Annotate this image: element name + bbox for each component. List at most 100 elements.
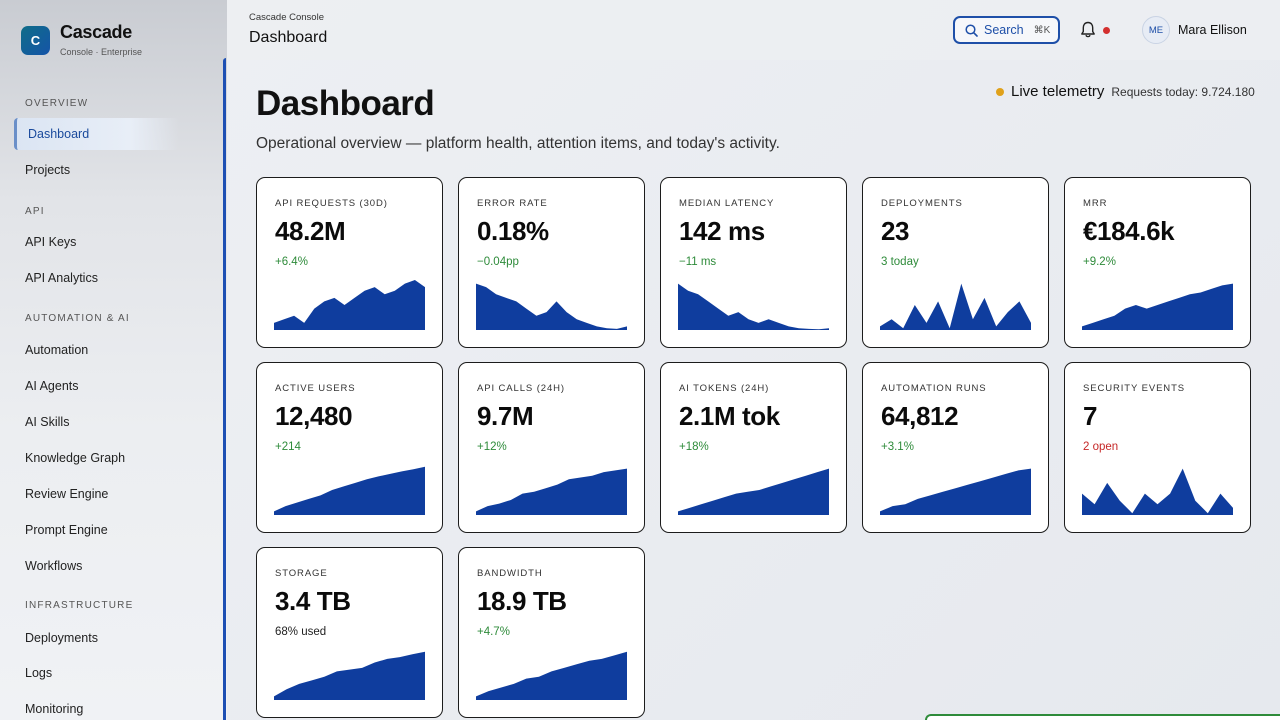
metric-label: MRR	[1083, 198, 1108, 209]
metric-value: 3.4 TB	[275, 586, 351, 616]
sparkline-area	[1082, 468, 1233, 515]
metric-delta: +4.7%	[477, 626, 510, 638]
metric-card[interactable]: AI TOKENS (24H) 2.1M tok +18%	[660, 362, 847, 533]
sparkline-area	[274, 466, 425, 515]
sidebar-item-ai-agents[interactable]: AI Agents	[25, 379, 79, 393]
sidebar-item-dashboard[interactable]: Dashboard	[14, 118, 179, 150]
metric-card[interactable]: API CALLS (24H) 9.7M +12%	[458, 362, 645, 533]
sparkline-chart	[274, 466, 425, 515]
metric-value: 142 ms	[679, 216, 765, 246]
sparkline-area	[476, 651, 627, 700]
breadcrumb[interactable]: Cascade Console	[249, 12, 324, 23]
search-label: Search	[984, 23, 1024, 37]
requests-today: Requests today: 9.724.180	[1111, 84, 1255, 99]
nav-section-overview: OVERVIEW	[25, 98, 89, 109]
bell-icon[interactable]	[1080, 21, 1096, 39]
sparkline-area	[880, 468, 1031, 515]
nav-section-api: API	[25, 206, 45, 217]
sidebar-item-api-analytics[interactable]: API Analytics	[25, 271, 98, 285]
sparkline-area	[476, 283, 627, 330]
sparkline-chart	[678, 468, 829, 515]
nav-section-automation-ai: AUTOMATION & AI	[25, 313, 130, 324]
sidebar-item-monitoring[interactable]: Monitoring	[25, 702, 84, 716]
metric-value: 7	[1083, 401, 1098, 431]
metric-value: 23	[881, 216, 910, 246]
metric-label: API CALLS (24H)	[477, 383, 565, 394]
topbar: Cascade Console Dashboard Search ⌘K ME M…	[227, 0, 1280, 60]
metric-label: ACTIVE USERS	[275, 383, 356, 394]
live-telemetry-label: Live telemetry	[1011, 83, 1105, 100]
metric-label: AUTOMATION RUNS	[881, 383, 987, 394]
metric-delta: +18%	[679, 441, 709, 453]
metric-value: 12,480	[275, 401, 353, 431]
sparkline-chart	[476, 651, 627, 700]
metric-card[interactable]: MRR €184.6k +9.2%	[1064, 177, 1251, 348]
metric-delta: −11 ms	[679, 256, 717, 268]
sparkline-area	[880, 283, 1031, 330]
sidebar-item-automation[interactable]: Automation	[25, 343, 89, 357]
metric-card[interactable]: API REQUESTS (30D) 48.2M +6.4%	[256, 177, 443, 348]
metric-value: 9.7M	[477, 401, 534, 431]
sidebar-item-logs[interactable]: Logs	[25, 666, 53, 680]
sidebar-item-workflows[interactable]: Workflows	[25, 559, 83, 573]
sidebar-item-api-keys[interactable]: API Keys	[25, 235, 77, 249]
user-name[interactable]: Mara Ellison	[1178, 23, 1247, 37]
metric-delta: −0.04pp	[477, 256, 519, 268]
sidebar-item-review-engine[interactable]: Review Engine	[25, 487, 109, 501]
metric-delta: +9.2%	[1083, 256, 1116, 268]
metric-card[interactable]: ACTIVE USERS 12,480 +214	[256, 362, 443, 533]
sparkline-area	[274, 651, 425, 700]
metric-card[interactable]: ERROR RATE 0.18% −0.04pp	[458, 177, 645, 348]
sidebar-item-knowledge-graph[interactable]: Knowledge Graph	[25, 451, 126, 465]
metric-card[interactable]: DEPLOYMENTS 23 3 today	[862, 177, 1049, 348]
sparkline-chart	[880, 283, 1031, 330]
avatar[interactable]: ME	[1142, 16, 1170, 44]
topbar-title: Dashboard	[249, 29, 328, 46]
metric-delta: +6.4%	[275, 256, 308, 268]
sparkline-chart	[476, 468, 627, 515]
metric-delta: 3 today	[881, 256, 919, 268]
sparkline-area	[678, 283, 829, 330]
brand-logo: C	[21, 26, 50, 55]
bottom-panel-edge	[925, 714, 1280, 720]
sparkline-chart	[1082, 283, 1233, 330]
metric-card[interactable]: STORAGE 3.4 TB 68% used	[256, 547, 443, 718]
sidebar-item-ai-skills[interactable]: AI Skills	[25, 415, 70, 429]
metric-delta: 68% used	[275, 626, 327, 638]
metric-label: BANDWIDTH	[477, 568, 543, 579]
metric-card[interactable]: MEDIAN LATENCY 142 ms −11 ms	[660, 177, 847, 348]
sidebar-item-deployments[interactable]: Deployments	[25, 631, 98, 645]
sparkline-area	[678, 468, 829, 515]
sparkline-area	[1082, 283, 1233, 330]
sparkline-chart	[476, 283, 627, 330]
sparkline-area	[476, 468, 627, 515]
search-shortcut: ⌘K	[1033, 24, 1051, 36]
sparkline-chart	[274, 280, 425, 330]
metric-label: SECURITY EVENTS	[1083, 383, 1186, 394]
metric-delta: +214	[275, 441, 301, 453]
sparkline-chart	[274, 651, 425, 700]
metric-card[interactable]: SECURITY EVENTS 7 2 open	[1064, 362, 1251, 533]
metric-value: 0.18%	[477, 216, 549, 246]
brand[interactable]: C Cascade Console · Enterprise	[21, 22, 142, 57]
search-button[interactable]: Search ⌘K	[953, 16, 1060, 44]
sparkline-chart	[880, 468, 1031, 515]
metric-label: AI TOKENS (24H)	[679, 383, 770, 394]
sidebar-item-prompt-engine[interactable]: Prompt Engine	[25, 523, 108, 537]
metric-value: 2.1M tok	[679, 401, 780, 431]
sidebar-item-projects[interactable]: Projects	[25, 163, 71, 177]
metric-value: €184.6k	[1083, 216, 1175, 246]
metric-label: DEPLOYMENTS	[881, 198, 963, 209]
notification-dot	[1103, 27, 1110, 34]
metric-delta: +12%	[477, 441, 507, 453]
metric-value: 48.2M	[275, 216, 346, 246]
metric-delta: +3.1%	[881, 441, 914, 453]
metric-card[interactable]: BANDWIDTH 18.9 TB +4.7%	[458, 547, 645, 718]
sparkline-chart	[1082, 468, 1233, 515]
page-title: Dashboard	[256, 84, 435, 123]
sidebar: C Cascade Console · Enterprise OVERVIEW …	[0, 0, 227, 720]
metric-card[interactable]: AUTOMATION RUNS 64,812 +3.1%	[862, 362, 1049, 533]
live-status-dot	[996, 87, 1004, 96]
metric-delta: 2 open	[1083, 441, 1119, 453]
metric-value: 18.9 TB	[477, 586, 567, 616]
